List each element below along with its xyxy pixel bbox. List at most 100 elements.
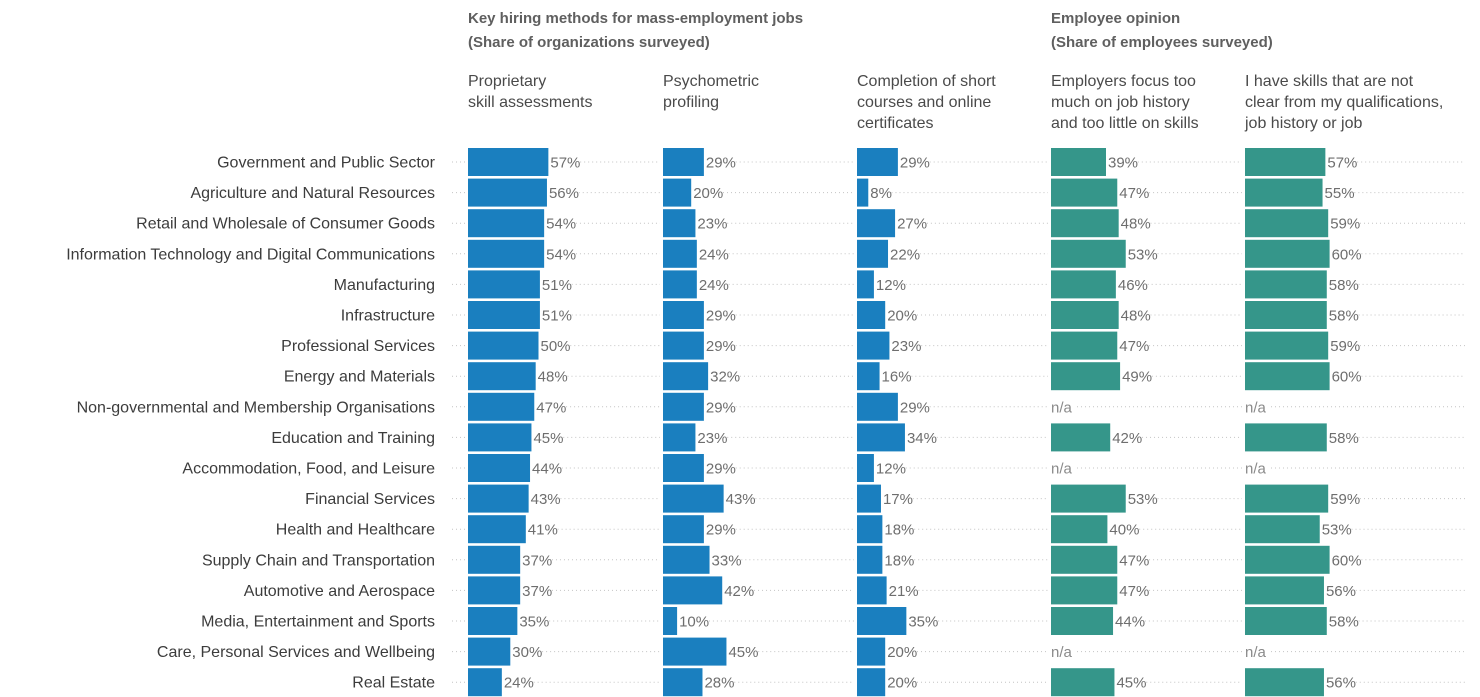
category-label: Real Estate [352,675,435,692]
bar [1245,362,1330,391]
bar [1245,331,1329,360]
bar [468,392,535,421]
bar [857,362,880,391]
value-label: 44% [1115,614,1145,631]
group-subtitle: (Share of organizations surveyed) [468,34,710,51]
category-label: Health and Healthcare [276,522,435,539]
value-label: 47% [1119,185,1149,202]
bar [663,637,727,666]
bar [468,637,511,666]
bar [1051,515,1108,544]
bar [468,423,532,452]
value-label: 57% [1327,155,1357,172]
bar [857,392,898,421]
na-label: n/a [1245,461,1267,478]
value-label: 51% [542,308,572,325]
bar [663,209,696,238]
value-label: 43% [531,491,561,508]
value-label: 47% [1119,338,1149,355]
value-label: 48% [1121,308,1151,325]
bar [1051,576,1118,605]
bar [468,454,531,482]
bar [857,607,907,635]
bar [1245,576,1324,605]
bar [1245,301,1327,329]
bar [1051,270,1116,299]
bar [663,301,704,329]
value-label: 21% [889,583,919,600]
value-label: 53% [1128,491,1158,508]
value-label: 59% [1330,216,1360,233]
value-label: 48% [538,369,568,386]
value-label: 20% [887,308,917,325]
bar [468,331,539,360]
bar [1051,362,1121,391]
bar [1245,178,1323,207]
bar [1245,239,1330,268]
bar [468,668,502,697]
value-label: 20% [887,644,917,661]
bar [857,270,874,299]
value-label: 33% [712,552,742,569]
bar [1245,423,1327,452]
bar [857,576,887,605]
column-title: job history or job [1244,115,1362,132]
bar [857,239,889,268]
bar [663,148,704,176]
column-title: and too little on skills [1051,115,1199,132]
category-label: Professional Services [281,338,435,355]
bar [663,270,697,299]
na-label: n/a [1051,461,1073,478]
category-label: Information Technology and Digital Commu… [66,246,435,263]
value-label: 10% [679,614,709,631]
value-label: 56% [1326,583,1356,600]
value-label: 12% [876,461,906,478]
category-label: Financial Services [305,491,435,508]
value-label: 20% [693,185,723,202]
category-label: Energy and Materials [284,369,435,386]
value-label: 12% [876,277,906,294]
value-label: 45% [1116,675,1146,692]
bar [663,576,723,605]
value-label: 23% [891,338,921,355]
value-label: 8% [870,185,892,202]
value-label: 51% [542,277,572,294]
column-title: Proprietary [468,73,546,90]
bar [663,178,692,207]
value-label: 30% [512,644,542,661]
bar [663,239,697,268]
bar [663,607,678,635]
value-label: 29% [706,522,736,539]
bar [663,362,709,391]
value-label: 32% [710,369,740,386]
value-label: 29% [900,155,930,172]
value-label: 29% [706,155,736,172]
category-label: Non-governmental and Membership Organisa… [77,399,435,416]
value-label: 60% [1332,552,1362,569]
value-label: 29% [706,308,736,325]
na-label: n/a [1245,399,1267,416]
group-title: Key hiring methods for mass-employment j… [468,10,803,27]
value-label: 54% [546,216,576,233]
na-label: n/a [1051,399,1073,416]
bar [468,148,549,176]
value-label: 49% [1122,369,1152,386]
value-label: 24% [699,277,729,294]
value-label: 44% [532,461,562,478]
column-title: courses and online [857,94,991,111]
bar [1051,484,1126,513]
value-label: 58% [1329,277,1359,294]
column-title: I have skills that are not [1245,73,1414,90]
bar [857,668,886,697]
bar [1051,423,1111,452]
bar [663,484,724,513]
category-label: Media, Entertainment and Sports [201,614,435,631]
bar [857,484,881,513]
value-label: 34% [907,430,937,447]
na-label: n/a [1051,644,1073,661]
column-title: Employers focus too [1051,73,1196,90]
column-title: profiling [663,94,719,111]
value-label: 47% [536,399,566,416]
bar [857,545,883,574]
bar [1245,545,1330,574]
